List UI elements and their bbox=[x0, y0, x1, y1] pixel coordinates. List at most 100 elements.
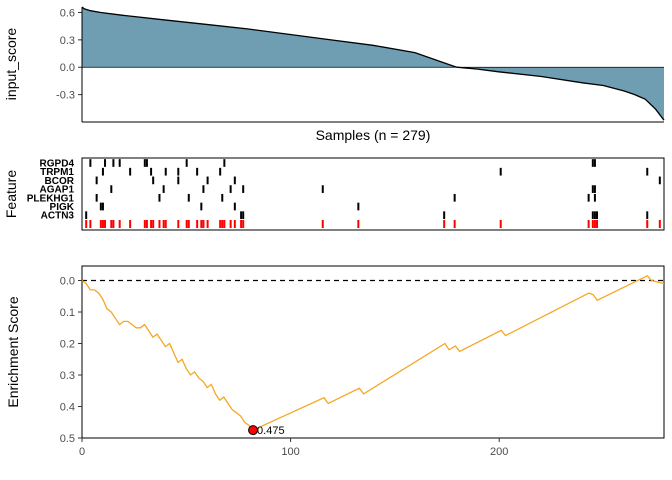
combined-hit-mark bbox=[229, 220, 232, 228]
feature-hit-mark bbox=[242, 211, 245, 220]
feature-hit-mark bbox=[219, 167, 222, 176]
combined-hit-mark bbox=[593, 220, 596, 228]
feature-label: PIGK bbox=[50, 202, 75, 213]
feature-hit-mark bbox=[143, 159, 146, 167]
feature-hit-mark bbox=[240, 211, 243, 220]
combined-hit-mark bbox=[118, 220, 121, 228]
feature-hit-mark bbox=[150, 167, 153, 176]
combined-hit-mark bbox=[152, 220, 155, 228]
feature-hit-mark bbox=[99, 202, 102, 211]
combined-hit-mark bbox=[196, 220, 199, 228]
feature-hit-mark bbox=[112, 159, 115, 167]
feature-label: AGAP1 bbox=[40, 185, 75, 196]
feature-hit-mark bbox=[443, 211, 446, 220]
score-y-tick-label: 0.6 bbox=[60, 7, 75, 19]
feature-hit-marks bbox=[85, 159, 661, 220]
combined-hit-mark bbox=[187, 220, 190, 228]
enrichment-y-title: Enrichment Score bbox=[5, 296, 21, 407]
feature-hit-mark bbox=[200, 202, 203, 211]
feature-hit-mark bbox=[242, 185, 245, 193]
feature-hit-mark bbox=[453, 193, 456, 202]
enrichment-y-tick-label: 0.5 bbox=[60, 433, 75, 445]
feature-hit-mark bbox=[185, 159, 188, 167]
score-y-ticks: 0.6 0.3 0.0 -0.3 bbox=[56, 7, 82, 102]
feature-hit-mark bbox=[658, 176, 661, 185]
enrichment-curve bbox=[81, 274, 665, 431]
feature-hit-mark bbox=[177, 176, 180, 185]
feature-hit-mark bbox=[158, 193, 161, 202]
feature-hit-mark bbox=[596, 211, 599, 220]
feature-hit-mark bbox=[177, 167, 180, 176]
feature-hit-mark bbox=[646, 167, 649, 176]
combined-hit-mark bbox=[158, 220, 161, 228]
feature-hit-mark bbox=[233, 202, 236, 211]
feature-hit-mark bbox=[104, 159, 107, 167]
feature-hit-mark bbox=[591, 185, 594, 193]
combined-hit-mark bbox=[177, 220, 180, 228]
combined-hit-mark bbox=[221, 220, 224, 228]
feature-hit-mark bbox=[95, 193, 98, 202]
combined-hit-mark bbox=[85, 220, 88, 228]
feature-hit-mark bbox=[587, 193, 590, 202]
peak-label: 0.475 bbox=[257, 425, 285, 437]
combined-hit-mark bbox=[150, 220, 153, 228]
combined-hit-mark bbox=[443, 220, 446, 228]
combined-hit-mark bbox=[223, 220, 226, 228]
feature-label: RGPD4 bbox=[40, 159, 75, 170]
enrichment-y-tick-label: 0.0 bbox=[60, 276, 75, 288]
combined-hit-mark bbox=[112, 220, 115, 228]
score-y-tick-label: 0.0 bbox=[60, 62, 75, 74]
feature-hit-mark bbox=[196, 167, 199, 176]
combined-hit-mark bbox=[596, 220, 599, 228]
feature-hit-mark bbox=[89, 159, 92, 167]
combined-hit-mark bbox=[357, 220, 360, 228]
feature-hit-mark bbox=[206, 176, 209, 185]
combined-hit-mark bbox=[233, 220, 236, 228]
enrichment-x-tick-label: 200 bbox=[490, 446, 508, 458]
combined-hit-mark bbox=[143, 220, 146, 228]
score-y-title: input_score bbox=[3, 28, 19, 101]
enrichment-y-ticks: 0.0 0.1 0.2 0.3 0.4 0.5 bbox=[60, 276, 82, 445]
combined-hit-mark bbox=[162, 220, 165, 228]
feature-hit-mark bbox=[321, 185, 324, 193]
score-area bbox=[82, 7, 664, 121]
score-y-tick-label: -0.3 bbox=[56, 90, 75, 102]
feature-hit-mark bbox=[101, 202, 104, 211]
feature-hit-mark bbox=[591, 211, 594, 220]
enrichment-x-ticks: 0 100 200 bbox=[79, 438, 508, 458]
combined-hit-mark bbox=[499, 220, 502, 228]
feature-hit-mark bbox=[221, 193, 224, 202]
feature-hit-mark bbox=[591, 159, 594, 167]
feature-hit-mark bbox=[164, 167, 167, 176]
enrichment-y-tick-label: 0.1 bbox=[60, 307, 75, 319]
combined-hit-mark bbox=[129, 220, 132, 228]
feature-hit-mark bbox=[229, 185, 232, 193]
feature-label: BCOR bbox=[45, 176, 75, 187]
combined-hit-mark bbox=[206, 220, 209, 228]
combined-hit-mark bbox=[240, 220, 243, 228]
enrichment-y-tick-label: 0.4 bbox=[60, 402, 75, 414]
feature-hit-mark bbox=[101, 167, 104, 176]
score-x-title: Samples (n = 279) bbox=[316, 127, 431, 143]
combined-hit-mark bbox=[321, 220, 324, 228]
feature-hit-mark bbox=[223, 159, 226, 167]
combined-hit-mark bbox=[101, 220, 104, 228]
combined-hit-mark bbox=[202, 220, 205, 228]
enrichment-y-tick-label: 0.3 bbox=[60, 370, 75, 382]
feature-label: ACTN3 bbox=[41, 211, 75, 222]
feature-y-title: Feature bbox=[3, 170, 19, 218]
feature-hit-mark bbox=[95, 176, 98, 185]
combined-hit-mark bbox=[591, 220, 594, 228]
combined-hit-mark bbox=[219, 220, 222, 228]
score-y-tick-label: 0.3 bbox=[60, 35, 75, 47]
feature-hit-mark bbox=[357, 202, 360, 211]
combined-hit-mark bbox=[646, 220, 649, 228]
feature-hit-mark bbox=[118, 159, 121, 167]
combined-hit-mark bbox=[110, 220, 113, 228]
combined-hit-mark bbox=[242, 220, 245, 228]
score-panel: 0.6 0.3 0.0 -0.3 input_score Samples (n = 2… bbox=[3, 6, 665, 143]
combined-hit-mark bbox=[145, 220, 148, 228]
peak-point bbox=[248, 425, 259, 436]
